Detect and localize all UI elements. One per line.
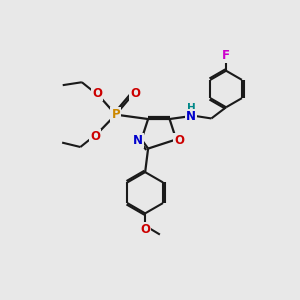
Text: N: N — [186, 110, 196, 123]
Text: H: H — [187, 103, 195, 113]
Text: O: O — [140, 223, 150, 236]
Text: N: N — [133, 134, 142, 147]
Text: O: O — [130, 87, 140, 100]
Text: F: F — [222, 49, 230, 62]
Text: O: O — [92, 87, 102, 100]
Text: P: P — [111, 108, 120, 121]
Text: O: O — [174, 134, 184, 147]
Text: O: O — [90, 130, 100, 143]
